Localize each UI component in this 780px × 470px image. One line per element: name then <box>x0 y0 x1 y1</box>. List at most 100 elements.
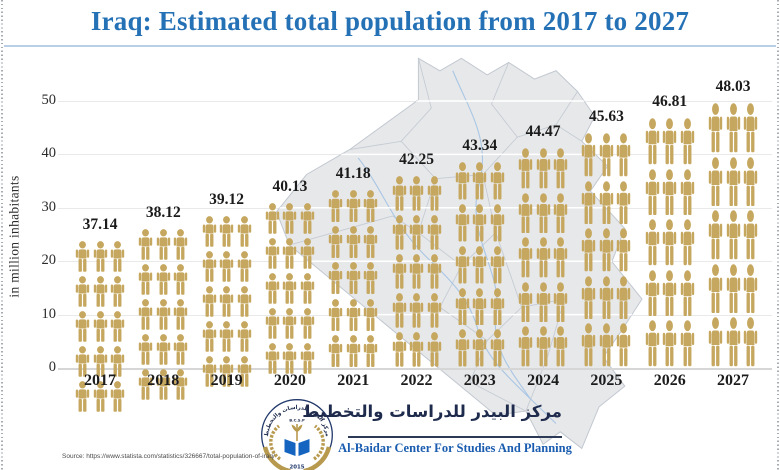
person-icon <box>265 308 280 339</box>
iraq-map <box>255 50 685 465</box>
pictogram-row <box>708 313 758 367</box>
y-tick-label: 0 <box>48 359 56 375</box>
pictogram-row <box>581 129 631 177</box>
person-icon <box>582 323 596 367</box>
person-icon <box>708 156 723 206</box>
person-icon <box>202 216 216 247</box>
person-icon <box>75 241 90 272</box>
person-icon <box>662 320 677 367</box>
y-tick-label: 20 <box>41 252 57 269</box>
person-icon <box>473 287 487 326</box>
person-icon <box>346 189 360 222</box>
pictogram-row <box>202 317 252 352</box>
person-icon <box>536 237 550 278</box>
gridline <box>58 101 772 102</box>
pictogram-row <box>581 272 631 320</box>
person-icon <box>599 181 614 225</box>
person-icon <box>582 276 596 320</box>
person-icon <box>237 286 251 317</box>
pictogram-row <box>518 278 568 323</box>
person-icon <box>662 219 677 266</box>
person-icon <box>645 219 659 266</box>
person-icon <box>473 246 487 284</box>
logo-abbr: B.C.S.P <box>289 418 305 423</box>
person-icon <box>139 228 153 260</box>
person-icon <box>427 176 441 211</box>
person-icon <box>743 156 758 206</box>
x-axis-year-label: 2024 <box>527 372 560 389</box>
person-icon <box>328 262 343 295</box>
person-icon <box>156 298 170 330</box>
person-icon <box>219 321 234 352</box>
pictogram-row <box>265 234 315 269</box>
person-icon <box>455 246 469 284</box>
person-icon <box>490 287 504 326</box>
pictogram-row <box>138 330 188 365</box>
person-icon <box>174 298 188 330</box>
person-icon <box>409 332 424 367</box>
pictogram-row <box>645 165 695 216</box>
x-axis-year-label: 2025 <box>590 372 623 389</box>
x-axis-baseline <box>58 368 772 370</box>
person-icon <box>490 204 504 242</box>
pictogram-row <box>202 247 252 282</box>
person-icon <box>93 311 107 342</box>
person-icon <box>427 293 441 328</box>
person-icon <box>536 282 550 323</box>
person-icon <box>582 228 596 272</box>
pictogram-row <box>392 211 442 250</box>
person-icon <box>300 273 315 304</box>
person-icon <box>219 216 234 247</box>
person-icon <box>553 282 568 323</box>
pictogram-column <box>645 114 695 367</box>
pictogram-row <box>138 260 188 295</box>
person-icon <box>473 329 487 367</box>
person-icon <box>617 133 631 177</box>
pictogram-column <box>75 237 125 412</box>
pictogram-column <box>392 172 442 367</box>
pictogram-column <box>265 199 315 374</box>
person-icon <box>490 246 504 284</box>
person-icon <box>219 251 234 282</box>
person-icon <box>536 148 550 189</box>
value-label: 41.18 <box>335 164 371 182</box>
person-icon <box>283 273 297 304</box>
person-icon <box>743 317 758 367</box>
person-icon <box>265 343 280 374</box>
person-icon <box>409 176 424 211</box>
person-icon <box>300 308 315 339</box>
person-icon <box>237 321 251 352</box>
source-note: Source: https://www.statista.com/statist… <box>62 453 275 460</box>
y-tick-label: 40 <box>41 145 57 162</box>
x-axis-year-label: 2022 <box>400 372 433 389</box>
pictogram-row <box>518 189 568 234</box>
value-label: 38.12 <box>145 203 181 221</box>
pictogram-row <box>645 114 695 165</box>
person-icon <box>363 189 378 222</box>
person-icon <box>300 203 315 234</box>
person-icon <box>582 133 596 177</box>
person-icon <box>599 228 614 272</box>
person-icon <box>662 270 677 317</box>
person-icon <box>202 286 216 317</box>
person-icon <box>645 169 659 216</box>
pictogram-row <box>518 322 568 367</box>
person-icon <box>680 270 694 317</box>
x-axis-year-label: 2027 <box>717 372 749 389</box>
y-tick-label: 30 <box>41 198 57 215</box>
person-icon <box>93 241 107 272</box>
y-tick-label: 50 <box>41 92 57 108</box>
person-icon <box>110 311 125 342</box>
org-name-arabic: مركز البيدر للدراسات والتخطيط <box>302 402 562 421</box>
person-icon <box>645 118 659 165</box>
person-icon <box>346 298 360 331</box>
person-icon <box>156 333 170 365</box>
person-icon <box>455 287 469 326</box>
pictogram-row <box>392 289 442 328</box>
person-icon <box>518 282 533 323</box>
person-icon <box>743 264 758 314</box>
person-icon <box>726 103 740 153</box>
person-icon <box>553 237 568 278</box>
person-icon <box>455 204 469 242</box>
